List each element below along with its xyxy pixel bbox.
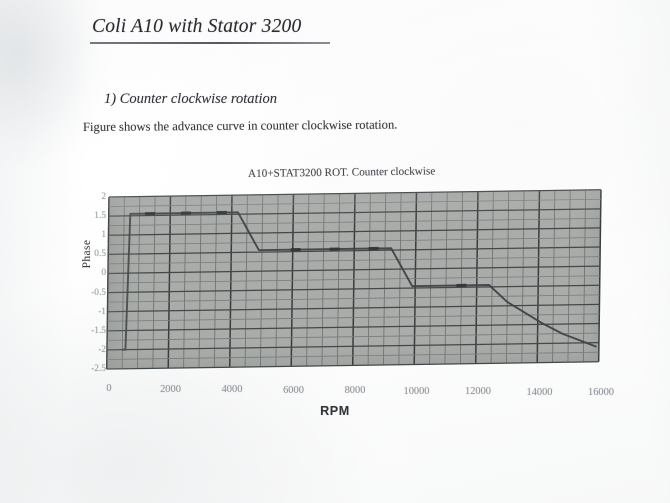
y-axis-tick: 0 xyxy=(101,268,106,279)
y-axis-tick: 0.5 xyxy=(94,249,106,260)
page-title: Coli A10 with Stator 3200 xyxy=(92,16,302,37)
y-axis-tick: -1 xyxy=(98,306,106,317)
x-axis-tick: 14000 xyxy=(526,386,553,398)
x-axis-label: RPM xyxy=(320,404,350,418)
chart-gridlines xyxy=(105,189,602,370)
title-underline xyxy=(90,42,330,44)
y-axis-tick: -0.5 xyxy=(91,287,106,298)
x-axis-tick: 10000 xyxy=(403,385,430,397)
x-axis-tick: 6000 xyxy=(283,384,304,396)
x-axis-tick: 12000 xyxy=(465,386,491,398)
x-axis-tick: 16000 xyxy=(588,387,614,399)
x-axis-tick: 2000 xyxy=(160,383,181,395)
x-axis-tick: 0 xyxy=(106,383,112,394)
y-axis-tick: -1.5 xyxy=(91,325,106,336)
y-axis-tick-labels: 2 1.5 1 0.5 0 -0.5 -1 -1.5 -2 -2.5 xyxy=(78,192,106,374)
y-axis-tick: 1.5 xyxy=(94,211,106,222)
chart-series-advance-curve xyxy=(121,210,597,351)
y-axis-tick: -2 xyxy=(98,344,106,355)
x-axis-tick: 4000 xyxy=(221,384,243,396)
y-axis-tick: 2 xyxy=(101,192,106,202)
plot-area xyxy=(105,189,602,370)
y-axis-tick: -2.5 xyxy=(91,364,106,374)
section-heading: 1) Counter clockwise rotation xyxy=(104,91,278,107)
plot-area-wrapper xyxy=(105,189,602,370)
x-axis-tick: 8000 xyxy=(344,385,366,397)
chart-title: A10+STAT3200 ROT. Counter clockwise xyxy=(247,165,436,180)
y-axis-tick: 1 xyxy=(101,230,106,241)
x-axis-tick-labels: 0 2000 4000 6000 8000 10000 12000 14000 16000 xyxy=(106,381,614,399)
